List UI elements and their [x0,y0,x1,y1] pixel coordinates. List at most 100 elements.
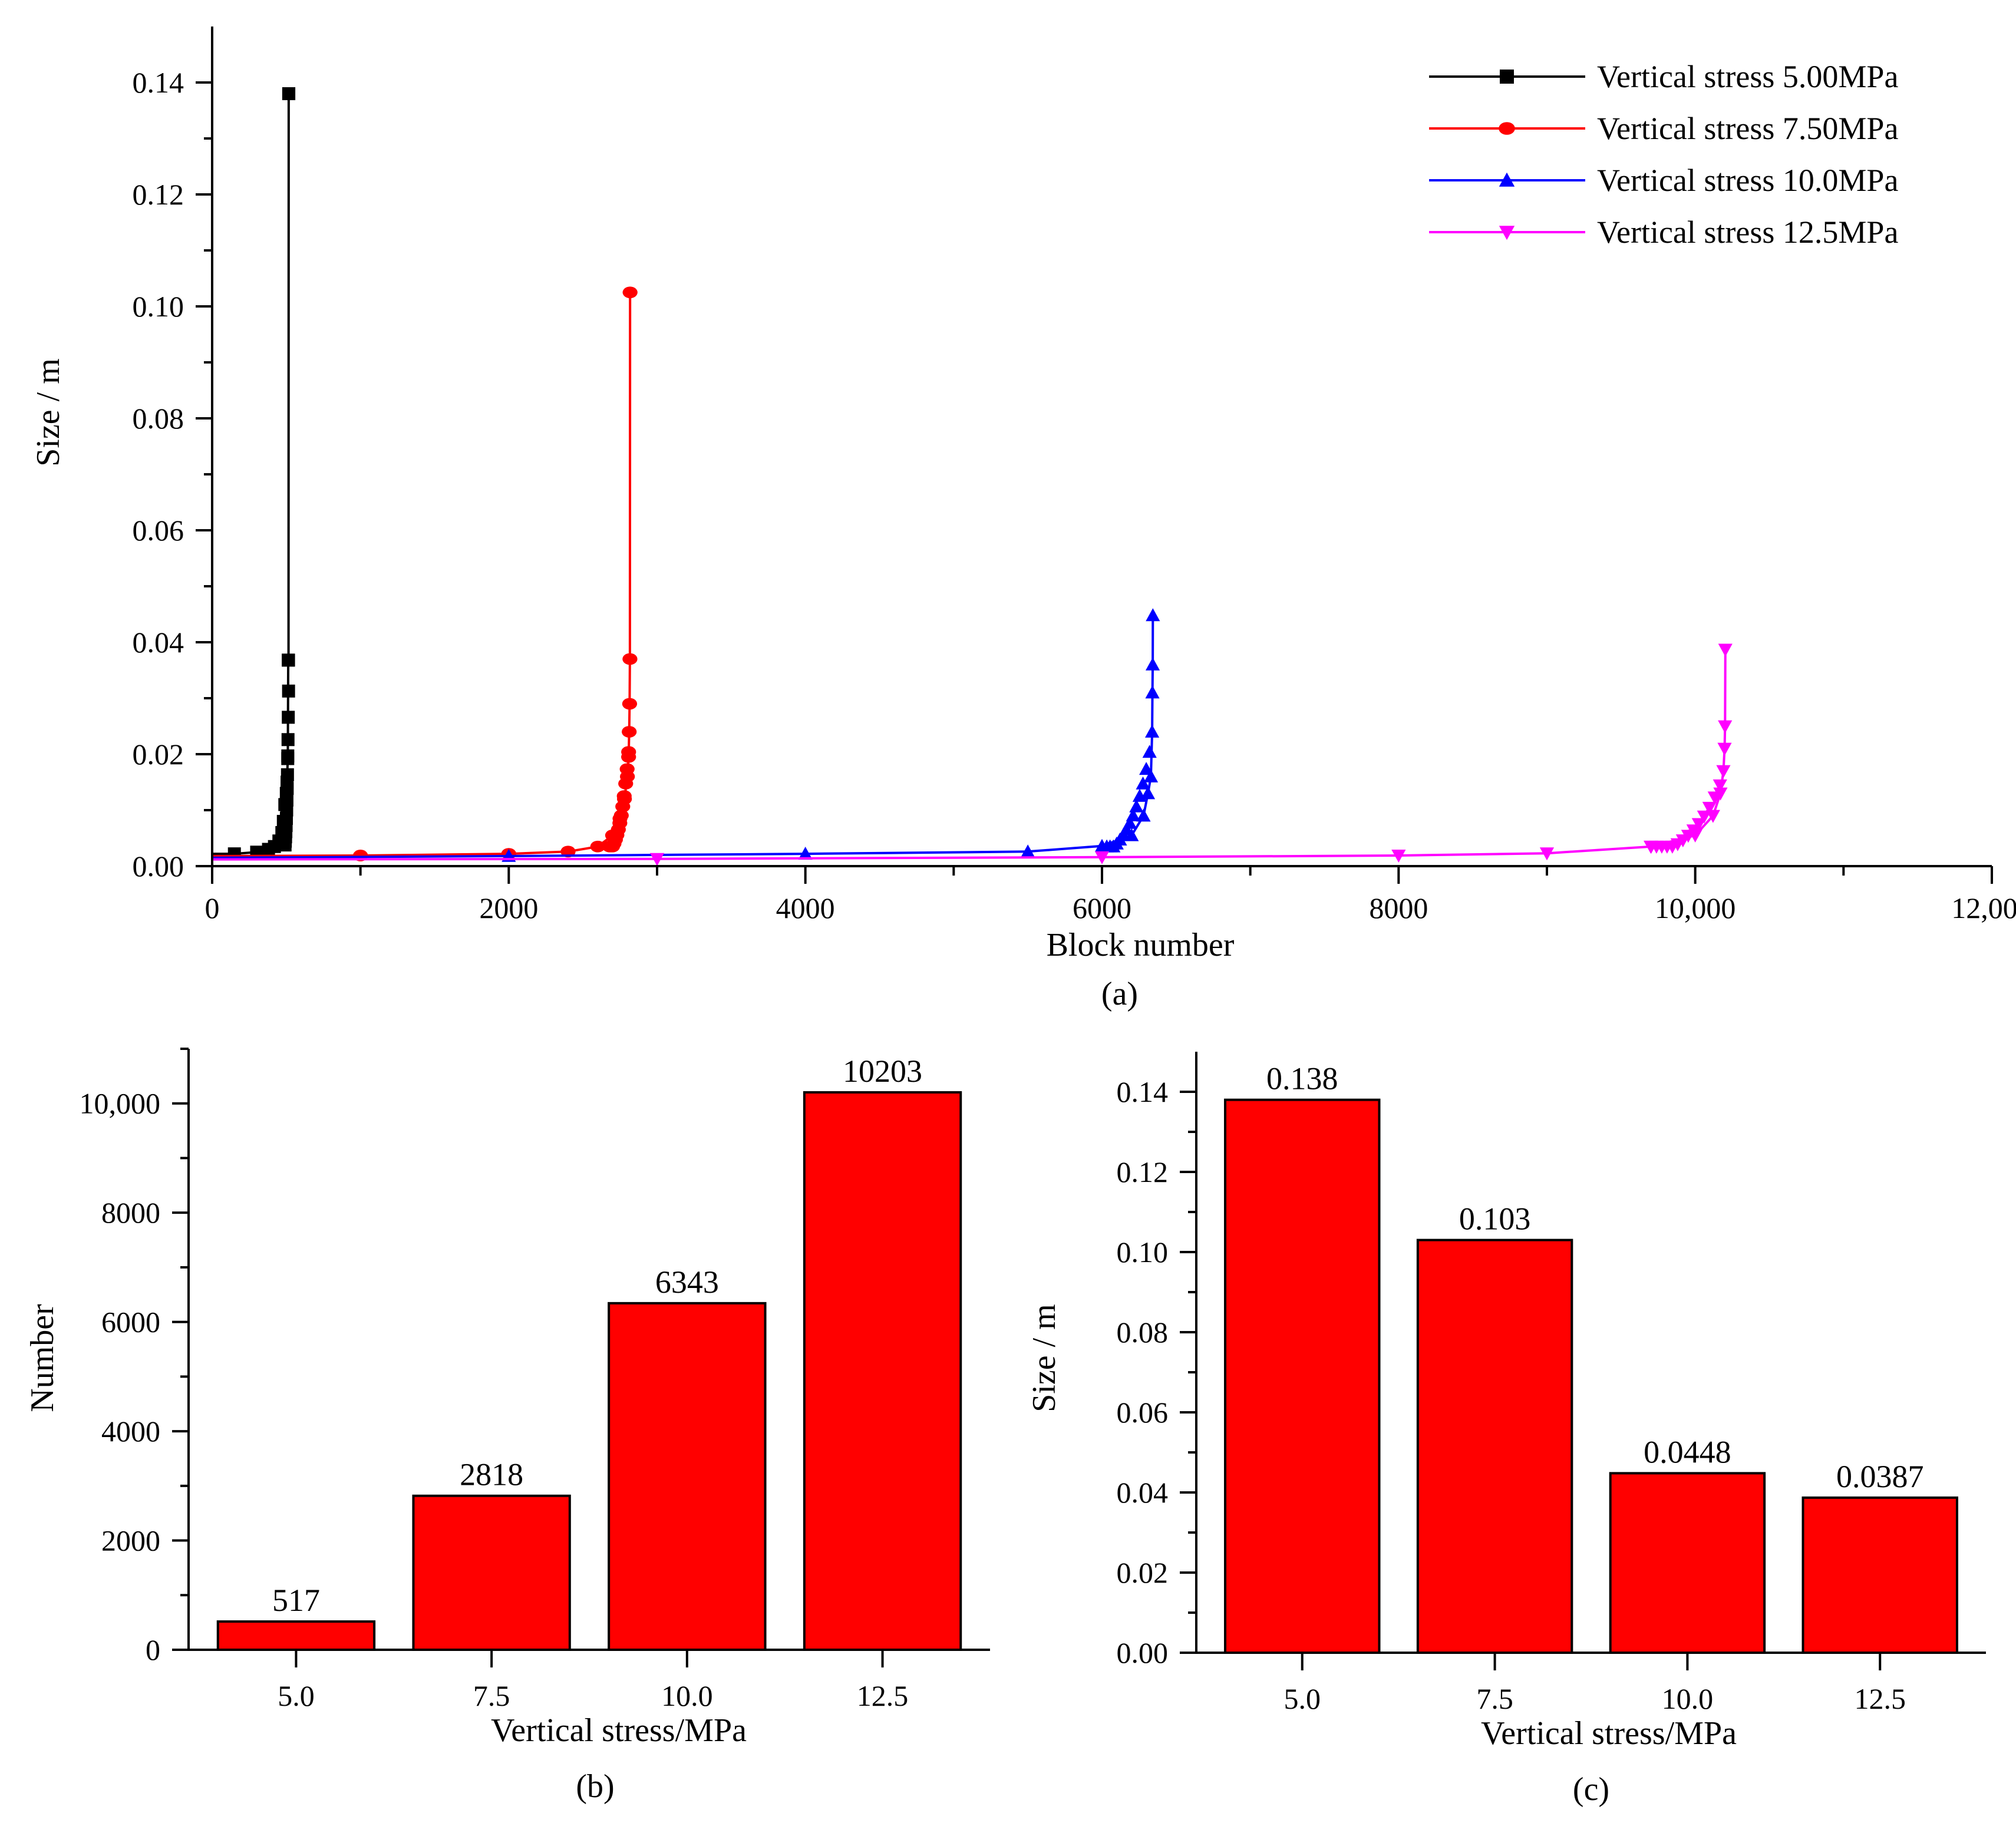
panel-b-bar-value-label-2: 6343 [655,1264,719,1300]
panel-b-x-tick-label-1: 7.5 [473,1679,510,1712]
panel-a-y-tick-label-3: 0.06 [133,514,184,547]
series-2-point-2 [798,847,813,860]
panel-b-y-tick-label-1: 2000 [101,1524,160,1557]
series-2-point-9 [1144,724,1160,738]
panel-b-y-tick-label-5: 10,000 [80,1087,161,1120]
series-2-point-11 [1145,657,1160,671]
panel-c-y-tick-label-5: 0.10 [1117,1236,1169,1269]
series-3-point-9 [1716,765,1731,778]
series-0-cluster-point-3 [281,733,295,747]
panel-b-y-tick-label-3: 6000 [101,1306,160,1339]
panel-c-y-tick-label-0: 0.00 [1117,1636,1169,1669]
panel-c-bar-value-label-0: 0.138 [1266,1061,1338,1097]
panel-a-legend: Vertical stress 5.00MPa Vertical stress 7… [1429,59,1898,250]
series-0-cluster-point-4 [281,752,295,765]
panel-c-y-tick-label-7: 0.14 [1117,1075,1169,1108]
series-2-cluster-point-1 [1142,745,1157,758]
series-1-point-4 [590,840,605,853]
series-2-cluster-point-2 [1139,762,1154,775]
panel-b-y-tick-label-2: 4000 [101,1415,160,1448]
panel-a-y-tick-label-0: 0.00 [133,850,184,883]
panel-c-y-tick-label-2: 0.04 [1117,1476,1169,1509]
panel-b-x-tick-label-2: 10.0 [661,1679,713,1712]
panel-a-series [212,87,1733,866]
series-line-0 [212,93,290,856]
panel-c-label: (c) [1573,1771,1609,1808]
panel-c-axes: 5.0 7.5 10.0 12.5 0.00 0.02 0.04 0.06 0.08 0.10 0.… [1117,1052,1986,1715]
series-line-2 [212,615,1154,859]
panel-a-line-chart: 0 2000 4000 6000 8000 10,000 12,000 0.00 0.02 0.0… [30,27,2016,1012]
series-0-cluster-point-7 [280,793,293,807]
panel-a-label: (a) [1101,976,1138,1012]
panel-b-y-tick-label-4: 8000 [101,1196,160,1229]
series-1-cluster-point-3 [618,778,633,790]
panel-c-bar-1 [1416,1239,1573,1654]
series-3-cluster-point-1 [1713,779,1727,792]
legend-label-2: Vertical stress 10.0MPa [1597,163,1898,198]
series-0-cluster-point-6 [281,782,294,795]
series-3-point-1 [649,853,665,866]
panel-c-bar-0 [1224,1098,1381,1654]
panel-b-bar-2 [608,1302,767,1651]
legend-label-3: Vertical stress 12.5MPa [1597,214,1898,250]
series-1-point-12 [622,653,638,665]
series-2-point-7 [1140,786,1156,800]
panel-b-bar-chart: 517 2818 6343 10203 5.0 7.5 10.0 12.5 0 2000 4000… [24,1048,990,1805]
panel-c-y-tick-label-1: 0.02 [1117,1556,1169,1589]
series-line-3 [212,649,1727,861]
series-3-point-3 [1391,850,1406,863]
series-2-point-3 [1021,844,1035,858]
panel-b-axes: 5.0 7.5 10.0 12.5 0 2000 4000 6000 8000 10,000 [80,1048,990,1712]
panel-a-x-tick-label-6: 12,000 [1951,891,2016,924]
series-1-point-13 [622,286,638,299]
series-2-point-6 [1136,808,1151,822]
panel-c-x-tick-label-0: 5.0 [1284,1682,1321,1715]
series-line-1 [212,292,632,857]
panel-a-y-tick-label-7: 0.14 [133,66,184,99]
panel-a-x-tick-label-3: 6000 [1073,891,1131,924]
panel-b-x-tick-label-3: 12.5 [857,1679,909,1712]
series-1-point-10 [622,726,637,738]
panel-b-bar-3 [803,1091,962,1652]
series-3-point-10 [1717,742,1732,756]
series-0-point-13 [282,653,295,667]
series-2-cluster-point-3 [1136,776,1150,790]
series-1-cluster-point-14 [602,840,618,853]
panel-a-x-tick-label-4: 8000 [1369,891,1428,924]
series-3-point-2 [1094,851,1110,864]
panel-c-bar-value-label-3: 0.0387 [1836,1459,1924,1494]
series-3-cluster-point-4 [1697,810,1711,824]
legend-label-0: Vertical stress 5.00MPa [1597,59,1898,94]
panel-b-bar-value-label-3: 10203 [843,1053,922,1089]
series-3-point-11 [1718,720,1733,734]
panel-c-x-tick-label-1: 7.5 [1476,1682,1513,1715]
series-3-cluster-point-3 [1702,801,1717,815]
panel-c-bar-value-label-1: 0.103 [1459,1201,1531,1237]
panel-c-bars: 0.138 0.103 0.0448 0.0387 [1224,1061,1958,1654]
legend-label-1: Vertical stress 7.50MPa [1597,111,1898,146]
panel-b-x-axis-title: Vertical stress/MPa [491,1712,747,1749]
panel-b-bar-0 [216,1620,376,1652]
series-1-cluster-point-5 [615,800,631,813]
series-1-cluster-point-1 [621,746,636,758]
panel-b-bars: 517 2818 6343 10203 [216,1053,962,1652]
panel-c-bar-2 [1609,1472,1766,1654]
legend-marker-2 [1499,172,1515,187]
panel-c-y-axis-title: Size / m [1026,1304,1063,1412]
panel-c-bar-value-label-2: 0.0448 [1644,1434,1731,1469]
series-2-cluster-point-14 [1100,839,1114,853]
legend-marker-3 [1499,226,1515,240]
panel-b-bar-value-label-1: 2818 [460,1457,523,1492]
series-2-cluster-point-4 [1132,788,1147,802]
series-3-cluster-point-2 [1707,791,1722,805]
series-0-point-15 [282,87,296,100]
panel-b-bar-value-label-0: 517 [272,1583,320,1618]
panel-c-y-tick-label-4: 0.08 [1117,1316,1169,1349]
series-1-cluster-point-2 [619,763,635,775]
series-3-cluster-point-14 [1644,840,1659,854]
panel-a-y-tick-label-2: 0.04 [133,626,184,659]
series-2-point-8 [1143,769,1159,782]
series-0-cluster-point-5 [281,768,294,781]
panel-c-x-tick-label-2: 10.0 [1662,1682,1714,1715]
